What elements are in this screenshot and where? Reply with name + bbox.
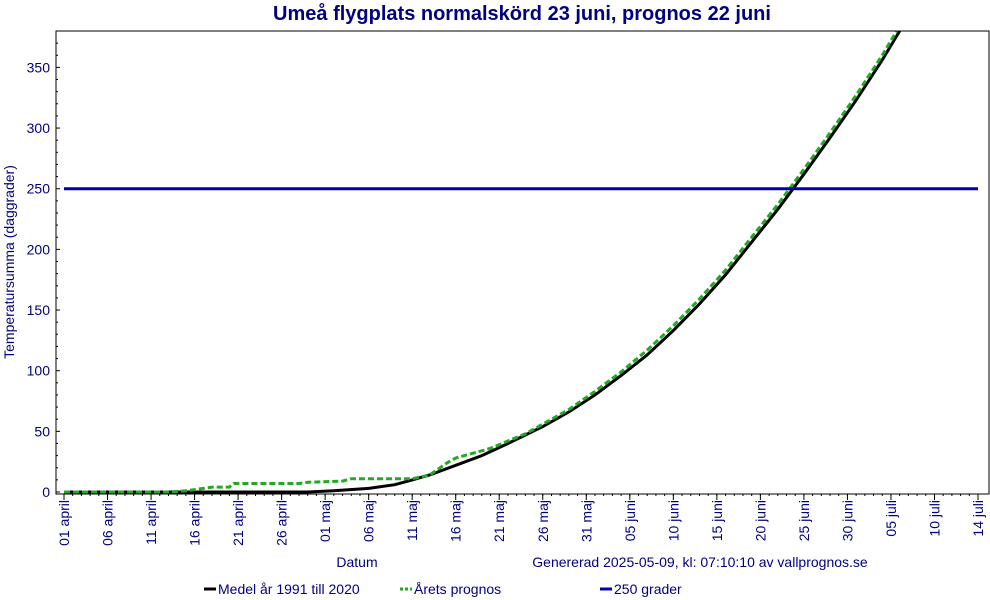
x-tick-label: 05 juli xyxy=(883,500,899,537)
x-tick-label: 20 juni xyxy=(752,500,768,541)
legend-label: Medel år 1991 till 2020 xyxy=(218,581,360,597)
legend-label: Årets prognos xyxy=(414,581,501,597)
x-tick-label: 26 april xyxy=(274,500,290,546)
x-tick-label: 14 juli xyxy=(970,500,986,537)
y-tick-label: 300 xyxy=(27,120,51,136)
x-tick-label: 21 maj xyxy=(491,500,507,542)
x-tick-label: 16 april xyxy=(187,500,203,546)
x-tick-label: 21 april xyxy=(230,500,246,546)
x-tick-label: 10 juli xyxy=(926,500,942,537)
plot-frame xyxy=(55,30,990,495)
chart-title: Umeå flygplats normalskörd 23 juni, prog… xyxy=(273,2,771,25)
legend: Medel år 1991 till 2020 Årets prognos 250 … xyxy=(204,581,682,597)
x-tick-label: 31 maj xyxy=(578,500,594,542)
x-tick-label: 10 juni xyxy=(665,500,681,541)
generated-footer: Genererad 2025-05-09, kl: 07:10:10 av va… xyxy=(532,554,868,570)
x-tick-label: 15 juni xyxy=(709,500,725,541)
x-tick-label: 16 maj xyxy=(448,500,464,542)
legend-label: 250 grader xyxy=(614,581,682,597)
x-tick-label: 26 maj xyxy=(535,500,551,542)
x-tick-label: 11 april xyxy=(143,500,159,545)
grid-and-ticks: 0 50 100 150 200 250 300 350 01 april 06 april 11 … xyxy=(27,30,986,546)
series-line-prognos xyxy=(64,31,899,494)
x-tick-label: 06 maj xyxy=(361,500,377,542)
x-tick-label: 05 juni xyxy=(622,500,638,541)
y-tick-label: 50 xyxy=(34,423,50,439)
y-tick-label: 350 xyxy=(27,59,51,75)
series-line-medel xyxy=(64,31,902,494)
x-tick-label: 01 april xyxy=(56,500,72,546)
y-tick-label: 0 xyxy=(42,484,50,500)
x-tick-label: 01 maj xyxy=(317,500,333,542)
y-tick-label: 150 xyxy=(27,302,51,318)
x-tick-label: 30 juni xyxy=(839,500,855,541)
x-axis-label: Datum xyxy=(336,554,377,570)
y-axis-label: Temperatursumma (daggrader) xyxy=(1,165,17,359)
y-tick-label: 250 xyxy=(27,181,51,197)
x-tick-label: 25 juni xyxy=(796,500,812,541)
y-tick-label: 100 xyxy=(27,363,51,379)
x-tick-label: 11 maj xyxy=(404,500,420,541)
y-tick-label: 200 xyxy=(27,241,51,257)
x-tick-label: 06 april xyxy=(100,500,116,546)
series-lines xyxy=(64,31,978,494)
